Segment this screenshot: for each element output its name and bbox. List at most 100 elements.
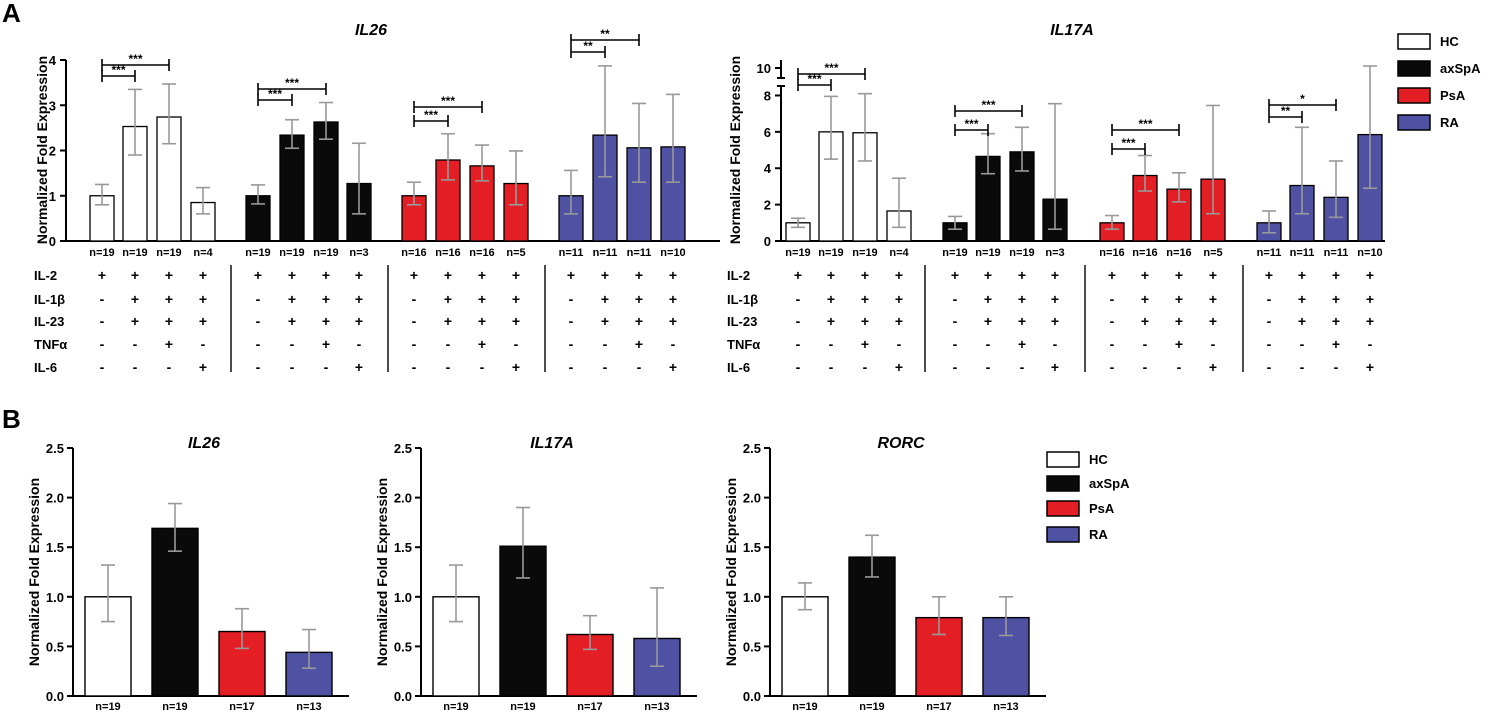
- n-label: n=17: [577, 701, 602, 711]
- significance-label: **: [600, 27, 610, 41]
- condition-sign: +: [444, 291, 452, 307]
- legend-swatch-ra: [1397, 114, 1431, 131]
- condition-sign: +: [1051, 359, 1059, 375]
- n-label: n=19: [156, 247, 181, 259]
- legend-label-axspa: axSpA: [1089, 476, 1130, 491]
- condition-sign: +: [669, 267, 677, 283]
- y-tick-label: 2.5: [46, 441, 64, 456]
- condition-sign: +: [861, 313, 869, 329]
- condition-sign: +: [444, 267, 452, 283]
- condition-sign: +: [1175, 336, 1183, 352]
- condition-sign: -: [412, 359, 417, 375]
- condition-sign: +: [131, 291, 139, 307]
- panel-a-label: A: [2, 0, 21, 28]
- n-label: n=3: [349, 247, 368, 259]
- chart-title: IL26: [355, 22, 387, 39]
- y-tick-label: 0: [764, 234, 771, 249]
- condition-sign: +: [98, 267, 106, 283]
- n-label: n=19: [245, 247, 270, 259]
- n-label: n=19: [859, 701, 884, 711]
- significance-label: ***: [1138, 117, 1152, 131]
- condition-sign: +: [199, 291, 207, 307]
- y-tick-label: 1.0: [46, 590, 64, 605]
- condition-sign: +: [1298, 267, 1306, 283]
- legend-label-hc: HC: [1089, 452, 1108, 467]
- n-label: n=19: [852, 247, 877, 259]
- condition-label: IL-2: [34, 268, 57, 283]
- condition-sign: +: [355, 267, 363, 283]
- legend-swatch-ra: [1046, 526, 1080, 543]
- condition-sign: -: [290, 359, 295, 375]
- condition-sign: -: [1300, 336, 1305, 352]
- condition-sign: -: [953, 336, 958, 352]
- significance-label: ***: [111, 63, 125, 77]
- y-tick-label: 1.5: [394, 540, 412, 555]
- condition-sign: -: [324, 359, 329, 375]
- condition-sign: -: [1110, 359, 1115, 375]
- condition-label: IL-6: [34, 360, 57, 375]
- n-label: n=19: [510, 701, 535, 711]
- condition-sign: +: [1366, 359, 1374, 375]
- condition-sign: +: [1366, 313, 1374, 329]
- n-label: n=11: [1257, 247, 1282, 259]
- condition-sign: +: [601, 313, 609, 329]
- condition-sign: -: [201, 336, 206, 352]
- n-label: n=19: [785, 247, 810, 259]
- n-label: n=16: [1132, 247, 1157, 259]
- y-axis-label: Normalized Fold Expression: [727, 56, 743, 244]
- condition-sign: +: [951, 267, 959, 283]
- condition-sign: -: [133, 359, 138, 375]
- condition-sign: -: [569, 359, 574, 375]
- condition-sign: +: [288, 313, 296, 329]
- condition-sign: +: [984, 291, 992, 307]
- n-label: n=17: [926, 701, 951, 711]
- condition-sign: +: [478, 267, 486, 283]
- condition-sign: -: [256, 359, 261, 375]
- condition-sign: +: [1141, 313, 1149, 329]
- condition-sign: +: [478, 336, 486, 352]
- condition-sign: +: [827, 267, 835, 283]
- n-label: n=17: [229, 701, 254, 711]
- chart-title: IL17A: [530, 435, 574, 452]
- significance-label: ***: [268, 87, 282, 101]
- n-label: n=16: [1166, 247, 1191, 259]
- condition-sign: +: [288, 267, 296, 283]
- condition-sign: -: [569, 336, 574, 352]
- condition-sign: +: [1332, 336, 1340, 352]
- condition-sign: +: [1108, 267, 1116, 283]
- bar-axspa-2: [313, 121, 339, 242]
- n-label: n=19: [942, 247, 967, 259]
- n-label: n=11: [627, 247, 652, 259]
- chart-b-rorc: RORC Normalized Fold Expression 0.0 0.5 1.0 1…: [723, 435, 1046, 711]
- condition-sign: -: [986, 336, 991, 352]
- bar-ra-2: [1323, 196, 1349, 242]
- chart-title: IL17A: [1050, 22, 1094, 39]
- y-tick-label: 1.0: [394, 590, 412, 605]
- condition-sign: +: [1209, 359, 1217, 375]
- condition-sign: -: [1053, 336, 1058, 352]
- y-tick-label: 2.5: [394, 441, 412, 456]
- y-tick-label: 8: [764, 88, 771, 103]
- bar-ra: [285, 651, 333, 697]
- condition-sign: +: [1332, 291, 1340, 307]
- n-label: n=19: [975, 247, 1000, 259]
- condition-sign: -: [357, 336, 362, 352]
- condition-sign: -: [100, 336, 105, 352]
- condition-sign: -: [100, 359, 105, 375]
- n-label: n=19: [122, 247, 147, 259]
- legend-swatch-axspa: [1046, 475, 1080, 492]
- legend-swatch-hc: [1397, 33, 1431, 50]
- n-label: n=19: [1009, 247, 1034, 259]
- n-label: n=19: [313, 247, 338, 259]
- condition-sign: +: [1018, 291, 1026, 307]
- condition-sign: -: [1334, 359, 1339, 375]
- condition-sign: +: [669, 359, 677, 375]
- legend-label-hc: HC: [1440, 34, 1459, 49]
- legend-bottom: HC axSpA PsA RA: [1046, 451, 1130, 543]
- condition-sign: +: [512, 313, 520, 329]
- condition-sign: +: [1209, 313, 1217, 329]
- y-tick-label: 1: [49, 189, 56, 204]
- condition-sign: +: [984, 267, 992, 283]
- condition-sign: -: [863, 359, 868, 375]
